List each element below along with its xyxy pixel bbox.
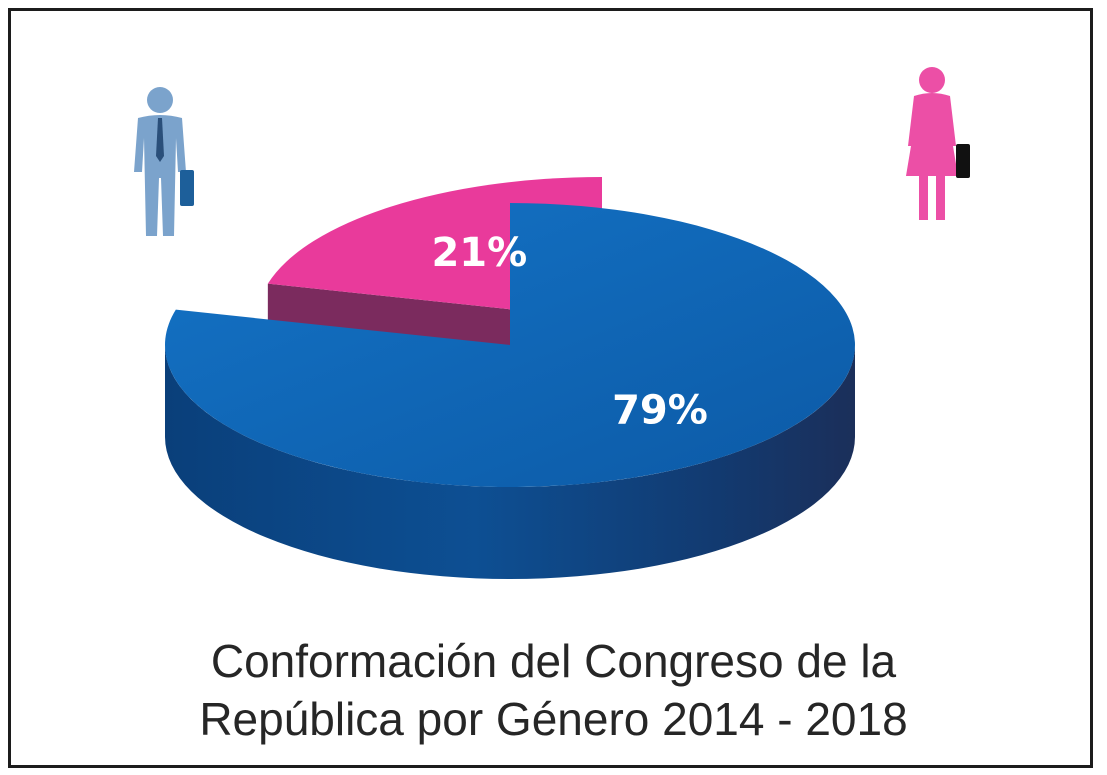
woman-icon xyxy=(906,67,970,220)
slice-label-men: 79% xyxy=(612,387,708,433)
chart-title-line-2: República por Género 2014 - 2018 xyxy=(199,693,908,745)
slice-label-women: 21% xyxy=(431,230,527,276)
pie-slice-men xyxy=(164,203,856,579)
chart-frame xyxy=(8,8,1093,768)
man-icon xyxy=(134,87,194,236)
chart-title-line-1: Conformación del Congreso de la xyxy=(210,635,897,687)
chart-title: Conformación del Congreso de la Repúblic… xyxy=(0,632,1107,748)
pie-slice-top xyxy=(164,203,856,488)
pie-slice-side xyxy=(165,345,855,579)
